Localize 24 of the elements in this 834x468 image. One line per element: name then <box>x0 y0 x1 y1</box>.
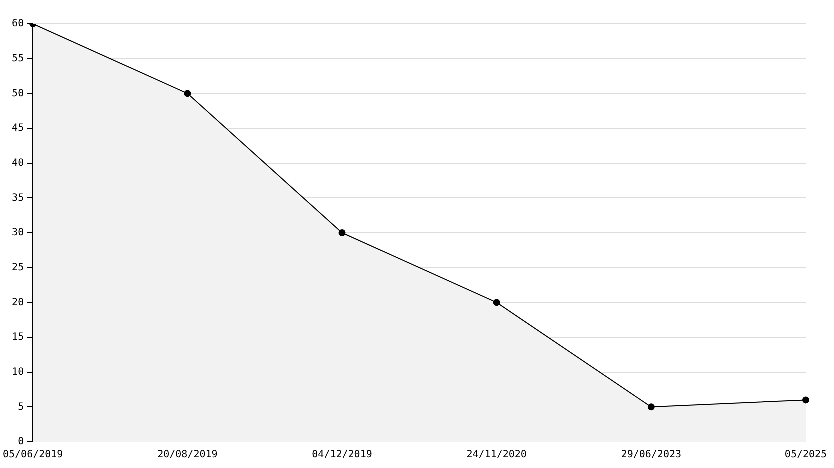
x-tick-label: 05/2025 <box>784 450 828 461</box>
y-tick-label: 60 <box>12 18 24 30</box>
y-tick-label: 55 <box>12 53 24 64</box>
y-tick-label: 15 <box>12 332 24 344</box>
y-tick-label: 45 <box>12 123 24 134</box>
y-tick-label: 50 <box>12 88 24 100</box>
y-tick-label: 5 <box>18 402 24 413</box>
point <box>802 396 810 404</box>
y-tick-label: 0 <box>18 436 24 448</box>
x-tick-label: 04/12/2019 <box>312 450 372 461</box>
x-tick-label: 20/08/2019 <box>158 450 218 461</box>
y-tick-label: 25 <box>12 262 24 274</box>
point <box>648 404 655 411</box>
y-tick-label: 40 <box>12 158 24 169</box>
x-tick-label: 05/06/2019 <box>2 450 64 461</box>
point <box>338 230 346 236</box>
y-tick-label: 35 <box>12 192 24 204</box>
y-tick-label: 30 <box>12 228 24 239</box>
x-tick-label: 29/06/2023 <box>621 450 682 461</box>
point <box>493 299 500 306</box>
y-tick-label: 20 <box>12 297 24 308</box>
y-tick-label: 10 <box>12 366 24 378</box>
x-tick-label: 24/11/2020 <box>466 450 527 461</box>
point <box>184 90 192 98</box>
